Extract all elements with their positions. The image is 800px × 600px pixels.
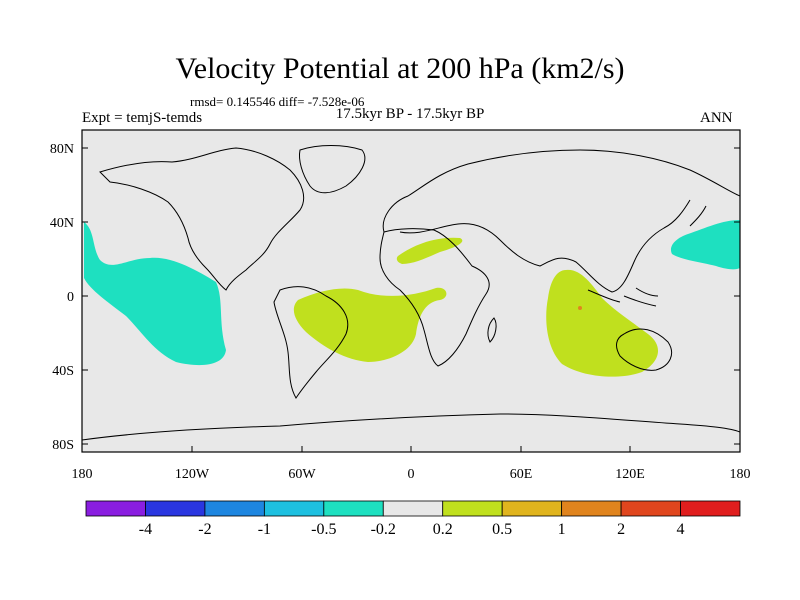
x-tick-label: 60E <box>510 467 533 482</box>
greenland-coast <box>299 145 366 194</box>
coastlines <box>81 145 741 441</box>
plot-title: Velocity Potential at 200 hPa (km2/s) <box>175 52 625 85</box>
x-tick-label: 180 <box>730 467 751 482</box>
max-marker <box>578 306 582 310</box>
south-america-coast <box>273 286 349 399</box>
north-america-coast <box>99 147 305 291</box>
indonesia-coast <box>587 287 659 307</box>
colorbar-swatch <box>204 500 265 517</box>
y-tick-labels: 80N 40N 0 40S 80S <box>50 142 74 453</box>
australia-coast <box>616 328 672 371</box>
colorbar-label: 2 <box>617 521 625 538</box>
x-tick-label: 120W <box>175 467 210 482</box>
colorbar-label: 4 <box>677 521 685 538</box>
colorbar-swatch <box>561 500 622 517</box>
season-label: ANN <box>700 110 733 126</box>
colorbar-swatch <box>145 500 206 517</box>
y-tick-label: 40S <box>52 364 74 379</box>
positive-region-africa-north <box>396 237 463 264</box>
japan-coast <box>689 205 707 227</box>
colorbar-swatch <box>263 500 325 517</box>
positive-region-indian-ocean <box>546 269 659 377</box>
y-tick-label: 0 <box>67 290 74 305</box>
colorbar-swatch <box>620 500 681 517</box>
madagascar-coast <box>487 317 497 343</box>
period-label: 17.5kyr BP - 17.5kyr BP <box>335 106 485 122</box>
colorbar-label: -2 <box>198 521 211 538</box>
colorbar-swatch <box>680 500 741 517</box>
y-tick-label: 80N <box>50 142 74 157</box>
x-axis <box>81 446 741 452</box>
x-tick-label: 60W <box>288 467 316 482</box>
colorbar-label: -4 <box>139 521 152 538</box>
y-tick-label: 40N <box>50 216 74 231</box>
stats-label: rmsd= 0.145546 diff= -7.528e-06 <box>190 94 365 109</box>
colorbar <box>85 500 741 517</box>
y-axis <box>82 147 740 445</box>
x-tick-labels: 180 120W 60W 0 60E 120E 180 <box>72 467 751 482</box>
colorbar-swatch <box>442 500 503 517</box>
colorbar-swatch <box>501 500 563 517</box>
colorbar-label: 1 <box>558 521 566 538</box>
x-tick-label: 180 <box>72 467 93 482</box>
colorbar-labels: -4 -2 -1 -0.5 -0.2 0.2 0.5 1 2 4 <box>139 521 685 538</box>
colorbar-label: 0.5 <box>492 521 512 538</box>
colorbar-swatch <box>85 500 146 517</box>
colorbar-label: -0.5 <box>311 521 336 538</box>
y-tick-label: 80S <box>52 438 74 453</box>
colorbar-label: -0.2 <box>371 521 396 538</box>
x-tick-label: 120E <box>615 467 645 482</box>
colorbar-swatch <box>382 500 444 517</box>
negative-region-west-pacific <box>670 220 740 270</box>
colorbar-swatch <box>323 500 384 517</box>
antarctica-coast <box>81 413 741 441</box>
colorbar-label: -1 <box>258 521 271 538</box>
colorbar-label: 0.2 <box>433 521 453 538</box>
x-tick-label: 0 <box>408 467 415 482</box>
negative-region-east-pacific <box>84 222 226 366</box>
positive-region-atlantic <box>293 287 447 362</box>
africa-coast <box>379 228 490 367</box>
experiment-label: Expt = temjS-temds <box>82 110 203 126</box>
europe-asia-coast <box>382 149 741 293</box>
